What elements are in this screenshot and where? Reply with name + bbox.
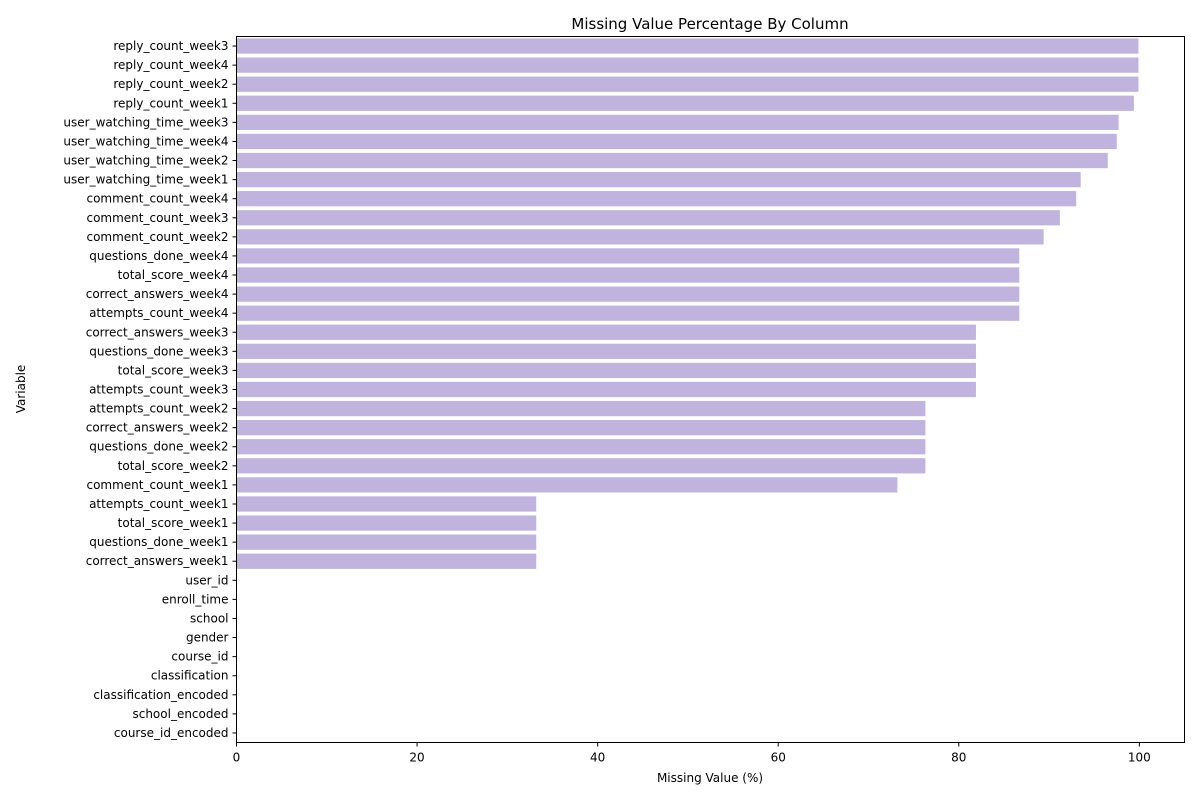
y-tick-label: attempts_count_week4 [89, 306, 228, 320]
bar-reply_count_week4 [236, 57, 1139, 73]
bar-user_watching_time_week1 [236, 171, 1081, 188]
bars-group [236, 38, 1139, 569]
y-tick-label: total_score_week3 [118, 363, 229, 377]
bar-questions_done_week4 [236, 248, 1020, 264]
y-tick-label: course_id [171, 650, 228, 664]
y-tick-label: reply_count_week3 [113, 39, 228, 53]
bar-questions_done_week2 [236, 439, 926, 455]
bar-reply_count_week1 [236, 95, 1134, 111]
y-tick-label: school [190, 611, 228, 625]
bar-user_watching_time_week2 [236, 152, 1108, 169]
x-tick-label: 20 [409, 751, 424, 765]
y-tick-label: correct_answers_week2 [86, 421, 229, 435]
y-tick-label: correct_answers_week1 [86, 554, 229, 568]
bar-comment_count_week4 [236, 191, 1077, 207]
y-tick-label: classification_encoded [93, 688, 228, 702]
bar-comment_count_week1 [236, 477, 898, 493]
y-tick-label: questions_done_week2 [89, 440, 228, 454]
y-tick-label: classification [151, 669, 229, 683]
y-axis-label: Variable [14, 365, 28, 414]
plot-frame [236, 36, 1185, 743]
y-tick-label: correct_answers_week4 [86, 287, 229, 301]
bar-attempts_count_week4 [236, 305, 1020, 321]
y-tick-label: attempts_count_week1 [89, 497, 228, 511]
y-tick-label: gender [186, 631, 229, 645]
bar-correct_answers_week1 [236, 553, 537, 569]
y-tick-label: total_score_week4 [118, 268, 229, 282]
y-tick-label: reply_count_week2 [113, 77, 228, 91]
y-tick-label: user_watching_time_week3 [63, 115, 228, 129]
bar-user_watching_time_week4 [236, 133, 1117, 150]
x-axis-ticks: 0 20 40 60 80 100 [233, 742, 1151, 765]
y-tick-label: total_score_week1 [118, 516, 229, 530]
bar-correct_answers_week2 [236, 420, 926, 436]
y-tick-label: user_watching_time_week1 [63, 173, 228, 187]
y-tick-label: questions_done_week1 [89, 535, 228, 549]
y-tick-label: user_watching_time_week2 [63, 154, 228, 168]
y-tick-label: school_encoded [132, 707, 228, 721]
bar-correct_answers_week4 [236, 286, 1020, 302]
x-tick-label: 100 [1128, 751, 1151, 765]
x-tick-label: 40 [590, 751, 605, 765]
y-tick-label: comment_count_week4 [86, 192, 228, 206]
bar-total_score_week2 [236, 458, 926, 474]
y-tick-label: correct_answers_week3 [86, 325, 229, 339]
bar-attempts_count_week3 [236, 381, 976, 398]
y-tick-label: total_score_week2 [118, 459, 229, 473]
y-tick-label: reply_count_week1 [113, 96, 228, 110]
y-tick-label: attempts_count_week3 [89, 383, 228, 397]
y-tick-label: comment_count_week2 [86, 230, 228, 244]
y-tick-label: reply_count_week4 [113, 58, 228, 72]
y-tick-label: course_id_encoded [114, 726, 229, 740]
bar-reply_count_week3 [236, 38, 1139, 54]
x-tick-label: 60 [771, 751, 786, 765]
y-tick-label: user_watching_time_week4 [63, 134, 228, 148]
bar-questions_done_week1 [236, 534, 537, 550]
x-tick-label: 0 [233, 751, 241, 765]
y-axis-ticks: reply_count_week3 reply_count_week4 reply_… [63, 39, 237, 740]
y-tick-label: comment_count_week1 [86, 478, 228, 492]
x-axis-label: Missing Value (%) [657, 771, 763, 785]
bar-attempts_count_week1 [236, 496, 537, 512]
y-tick-label: user_id [185, 573, 228, 587]
bar-total_score_week1 [236, 515, 537, 531]
y-tick-label: questions_done_week4 [89, 249, 228, 263]
bar-reply_count_week2 [236, 76, 1139, 92]
x-tick-label: 80 [951, 751, 966, 765]
bar-total_score_week3 [236, 362, 976, 379]
bar-correct_answers_week3 [236, 324, 976, 340]
y-tick-label: comment_count_week3 [86, 211, 228, 225]
chart-title: Missing Value Percentage By Column [571, 15, 848, 33]
y-tick-label: attempts_count_week2 [89, 402, 228, 416]
bar-questions_done_week3 [236, 343, 976, 359]
bar-total_score_week4 [236, 267, 1020, 283]
bar-user_watching_time_week3 [236, 114, 1119, 130]
y-tick-label: questions_done_week3 [89, 344, 228, 358]
bar-comment_count_week2 [236, 229, 1044, 245]
y-tick-label: enroll_time [162, 592, 229, 606]
bar-attempts_count_week2 [236, 400, 926, 417]
bar-comment_count_week3 [236, 210, 1060, 226]
